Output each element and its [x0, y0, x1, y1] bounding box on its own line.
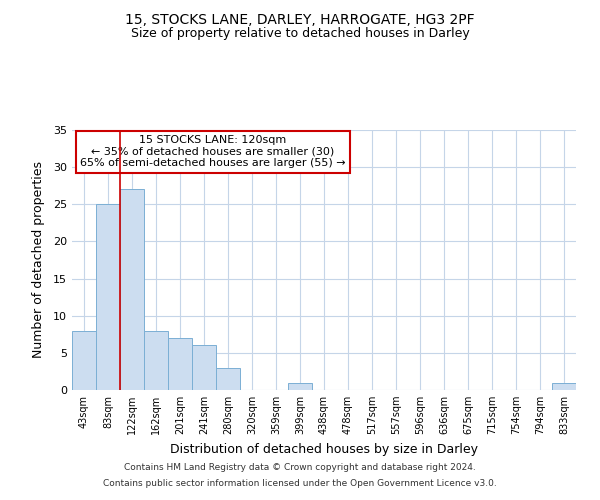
Text: 15, STOCKS LANE, DARLEY, HARROGATE, HG3 2PF: 15, STOCKS LANE, DARLEY, HARROGATE, HG3 …	[125, 12, 475, 26]
X-axis label: Distribution of detached houses by size in Darley: Distribution of detached houses by size …	[170, 442, 478, 456]
Bar	[120, 190, 144, 390]
Bar	[96, 204, 120, 390]
Text: Contains public sector information licensed under the Open Government Licence v3: Contains public sector information licen…	[103, 478, 497, 488]
Bar	[192, 346, 216, 390]
Bar	[552, 382, 576, 390]
Bar	[72, 330, 96, 390]
Bar	[168, 338, 192, 390]
Text: 15 STOCKS LANE: 120sqm
← 35% of detached houses are smaller (30)
65% of semi-det: 15 STOCKS LANE: 120sqm ← 35% of detached…	[80, 135, 346, 168]
Text: Size of property relative to detached houses in Darley: Size of property relative to detached ho…	[131, 28, 469, 40]
Text: Contains HM Land Registry data © Crown copyright and database right 2024.: Contains HM Land Registry data © Crown c…	[124, 464, 476, 472]
Bar	[216, 368, 240, 390]
Y-axis label: Number of detached properties: Number of detached properties	[32, 162, 44, 358]
Bar	[288, 382, 312, 390]
Bar	[144, 330, 168, 390]
